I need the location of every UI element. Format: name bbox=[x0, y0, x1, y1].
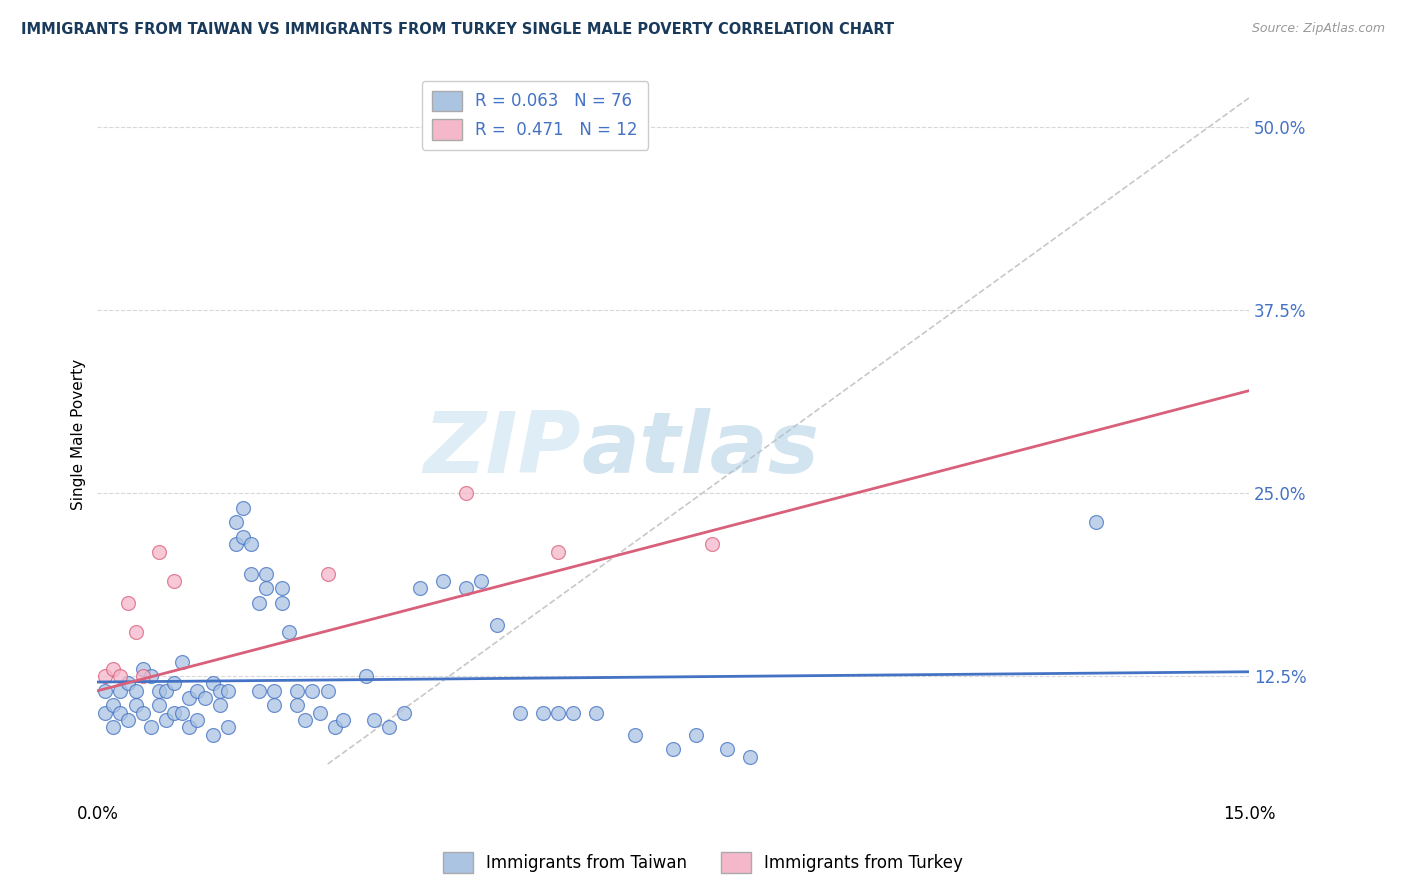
Point bbox=[239, 566, 262, 581]
Point bbox=[132, 669, 155, 683]
Point bbox=[217, 720, 239, 734]
Point bbox=[148, 698, 170, 713]
Point bbox=[101, 698, 124, 713]
Point bbox=[155, 713, 177, 727]
Point bbox=[470, 574, 492, 588]
Point bbox=[101, 662, 124, 676]
Point bbox=[148, 545, 170, 559]
Point bbox=[454, 582, 477, 596]
Point bbox=[125, 698, 148, 713]
Point bbox=[562, 706, 585, 720]
Point bbox=[201, 676, 224, 690]
Point bbox=[247, 596, 270, 610]
Text: atlas: atlas bbox=[581, 408, 820, 491]
Point bbox=[547, 545, 569, 559]
Point bbox=[485, 618, 508, 632]
Point bbox=[263, 698, 285, 713]
Point bbox=[163, 574, 186, 588]
Point bbox=[186, 713, 208, 727]
Text: IMMIGRANTS FROM TAIWAN VS IMMIGRANTS FROM TURKEY SINGLE MALE POVERTY CORRELATION: IMMIGRANTS FROM TAIWAN VS IMMIGRANTS FRO… bbox=[21, 22, 894, 37]
Point bbox=[263, 683, 285, 698]
Point bbox=[270, 596, 292, 610]
Point bbox=[247, 683, 270, 698]
Point bbox=[179, 691, 201, 706]
Point bbox=[254, 582, 277, 596]
Point bbox=[110, 683, 132, 698]
Point bbox=[132, 706, 155, 720]
Legend: R = 0.063   N = 76, R =  0.471   N = 12: R = 0.063 N = 76, R = 0.471 N = 12 bbox=[422, 80, 648, 150]
Point bbox=[139, 669, 162, 683]
Point bbox=[94, 706, 117, 720]
Point bbox=[531, 706, 554, 720]
Point bbox=[239, 537, 262, 551]
Point bbox=[110, 669, 132, 683]
Point bbox=[332, 713, 354, 727]
Point bbox=[101, 720, 124, 734]
Point bbox=[117, 713, 139, 727]
Point bbox=[316, 566, 339, 581]
Point bbox=[117, 676, 139, 690]
Point bbox=[232, 530, 254, 544]
Point bbox=[309, 706, 332, 720]
Point bbox=[94, 683, 117, 698]
Point bbox=[94, 669, 117, 683]
Point bbox=[716, 742, 738, 756]
Point bbox=[155, 683, 177, 698]
Text: Source: ZipAtlas.com: Source: ZipAtlas.com bbox=[1251, 22, 1385, 36]
Point bbox=[624, 728, 647, 742]
Point bbox=[232, 500, 254, 515]
Point bbox=[270, 582, 292, 596]
Point bbox=[163, 706, 186, 720]
Point bbox=[509, 706, 531, 720]
Point bbox=[110, 706, 132, 720]
Point bbox=[454, 486, 477, 500]
Point bbox=[363, 713, 385, 727]
Point bbox=[201, 728, 224, 742]
Point bbox=[139, 720, 162, 734]
Point bbox=[585, 706, 607, 720]
Point bbox=[132, 662, 155, 676]
Text: ZIP: ZIP bbox=[423, 408, 581, 491]
Point bbox=[547, 706, 569, 720]
Point bbox=[170, 706, 193, 720]
Point bbox=[117, 596, 139, 610]
Legend: Immigrants from Taiwan, Immigrants from Turkey: Immigrants from Taiwan, Immigrants from … bbox=[436, 846, 970, 880]
Point bbox=[378, 720, 401, 734]
Point bbox=[170, 655, 193, 669]
Point bbox=[209, 698, 232, 713]
Point bbox=[685, 728, 707, 742]
Point bbox=[148, 683, 170, 698]
Point bbox=[125, 683, 148, 698]
Point bbox=[301, 683, 323, 698]
Point bbox=[325, 720, 347, 734]
Point bbox=[432, 574, 454, 588]
Point bbox=[700, 537, 723, 551]
Point bbox=[1084, 516, 1107, 530]
Point bbox=[285, 698, 308, 713]
Point bbox=[194, 691, 217, 706]
Point bbox=[294, 713, 316, 727]
Point bbox=[394, 706, 416, 720]
Point bbox=[738, 749, 761, 764]
Point bbox=[285, 683, 308, 698]
Point bbox=[354, 669, 377, 683]
Point bbox=[316, 683, 339, 698]
Point bbox=[409, 582, 432, 596]
Point bbox=[186, 683, 208, 698]
Point bbox=[278, 625, 301, 640]
Y-axis label: Single Male Poverty: Single Male Poverty bbox=[72, 359, 86, 510]
Point bbox=[209, 683, 232, 698]
Point bbox=[163, 676, 186, 690]
Point bbox=[179, 720, 201, 734]
Point bbox=[125, 625, 148, 640]
Point bbox=[225, 537, 247, 551]
Point bbox=[225, 516, 247, 530]
Point bbox=[217, 683, 239, 698]
Point bbox=[662, 742, 685, 756]
Point bbox=[254, 566, 277, 581]
